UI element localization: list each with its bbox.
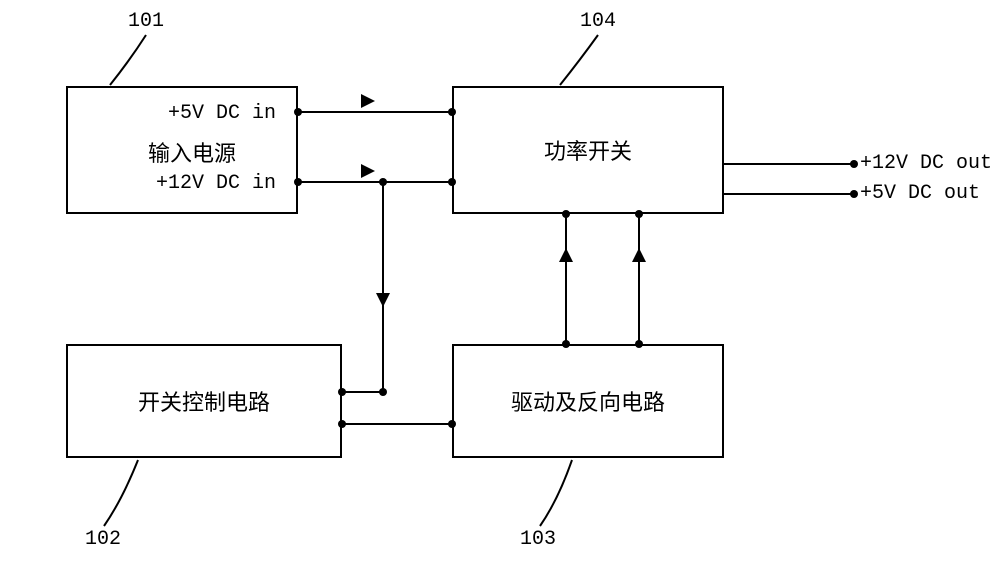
wire-out-5v bbox=[724, 193, 854, 195]
wire-12v-to-switch-control bbox=[342, 391, 384, 393]
block-input-power: +5V DC in 输入电源 +12V DC in bbox=[66, 86, 298, 214]
wire-driver-up-left bbox=[565, 214, 567, 344]
arrow-driver-left bbox=[559, 248, 573, 262]
junction-switch-control-in bbox=[338, 388, 346, 396]
input-power-title: 输入电源 bbox=[148, 136, 236, 168]
ref-103: 103 bbox=[520, 528, 556, 551]
output-5v-label: +5V DC out bbox=[860, 182, 980, 205]
junction-5v-right bbox=[448, 108, 456, 116]
switch-control-title: 开关控制电路 bbox=[138, 385, 270, 417]
wire-control-to-driver bbox=[342, 423, 452, 425]
junction-driver-up-left-bot bbox=[562, 340, 570, 348]
wire-5v bbox=[298, 111, 452, 113]
junction-5v-left bbox=[294, 108, 302, 116]
input-power-out2-label: +12V DC in bbox=[156, 172, 276, 195]
junction-12v-right bbox=[448, 178, 456, 186]
junction-control-out bbox=[338, 420, 346, 428]
power-switch-title: 功率开关 bbox=[544, 134, 632, 166]
junction-driver-up-left-top bbox=[562, 210, 570, 218]
ref-101: 101 bbox=[128, 10, 164, 33]
output-12v-label: +12V DC out bbox=[860, 152, 992, 175]
wire-driver-up-right bbox=[638, 214, 640, 344]
leader-103 bbox=[0, 0, 700, 560]
driver-title: 驱动及反向电路 bbox=[511, 385, 665, 417]
arrow-12v-down bbox=[376, 293, 390, 307]
arrow-5v bbox=[361, 94, 375, 108]
wire-12v bbox=[298, 181, 452, 183]
input-power-out1-label: +5V DC in bbox=[168, 102, 276, 125]
junction-driver-in bbox=[448, 420, 456, 428]
arrow-driver-right bbox=[632, 248, 646, 262]
leader-102 bbox=[0, 0, 200, 560]
junction-12v-left bbox=[294, 178, 302, 186]
junction-driver-up-right-top bbox=[635, 210, 643, 218]
ref-104: 104 bbox=[580, 10, 616, 33]
arrow-12v bbox=[361, 164, 375, 178]
junction-12v-tap bbox=[379, 178, 387, 186]
wire-out-12v bbox=[724, 163, 854, 165]
block-driver: 驱动及反向电路 bbox=[452, 344, 724, 458]
wire-12v-down bbox=[382, 183, 384, 393]
junction-driver-up-right-bot bbox=[635, 340, 643, 348]
junction-out-12v bbox=[850, 160, 858, 168]
block-switch-control: 开关控制电路 bbox=[66, 344, 342, 458]
junction-wire-corner bbox=[379, 388, 387, 396]
block-power-switch: 功率开关 bbox=[452, 86, 724, 214]
junction-out-5v bbox=[850, 190, 858, 198]
ref-102: 102 bbox=[85, 528, 121, 551]
